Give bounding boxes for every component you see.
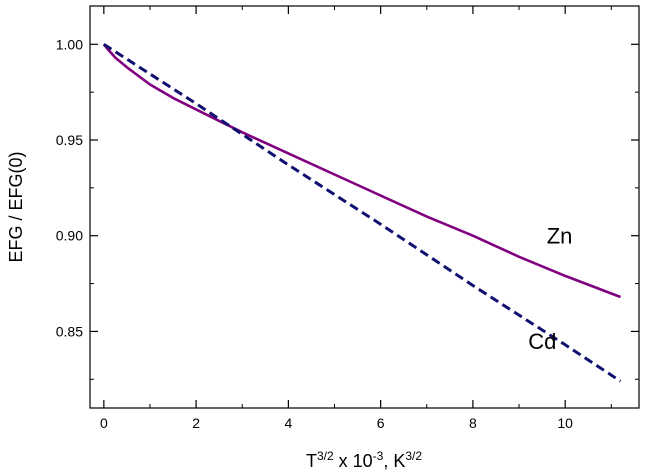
annotations: Zn Cd [528, 224, 572, 354]
y-tick-label: 1.00 [56, 36, 83, 52]
x-tick-label: 6 [377, 415, 385, 431]
series-line-zn [102, 43, 621, 299]
annotation-zn: Zn [547, 224, 573, 249]
x-tick-label: 10 [557, 415, 573, 431]
annotation-cd: Cd [528, 329, 556, 354]
y-tick-label: 0.90 [56, 228, 83, 244]
y-tick-label: 0.95 [56, 132, 83, 148]
x-tick-label: 0 [100, 415, 108, 431]
x-axis-title: T3/2 x 10-3, K3/2 [306, 449, 422, 471]
x-axis-title-base: T [306, 451, 317, 471]
x-axis-title-mid-sup: -3 [373, 449, 384, 463]
series-group [102, 43, 622, 383]
x-axis-title-mid: x 10 [334, 451, 373, 471]
axis-ticks: 0 2 4 6 8 10 0.85 0.90 0.95 1.00 [56, 6, 639, 431]
x-axis-title-tail: , K [383, 451, 405, 471]
series-line-cd [102, 43, 622, 383]
plot-frame [89, 5, 640, 409]
x-tick-label: 2 [192, 415, 200, 431]
x-axis-title-tail-sup: 3/2 [405, 449, 422, 463]
x-tick-label: 4 [284, 415, 292, 431]
y-axis-title: EFG / EFG(0) [6, 151, 26, 262]
y-tick-label: 0.85 [56, 323, 83, 339]
x-tick-label: 8 [469, 415, 477, 431]
x-axis-title-base-sup: 3/2 [317, 449, 334, 463]
